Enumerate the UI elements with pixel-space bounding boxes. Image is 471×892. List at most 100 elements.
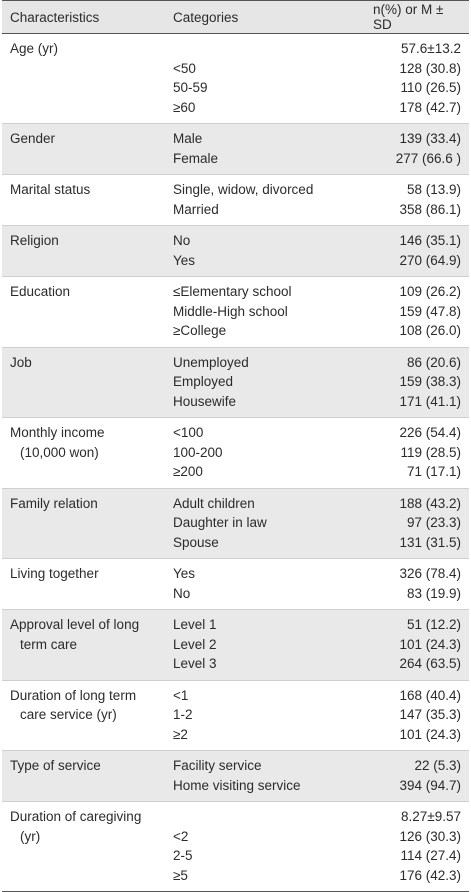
characteristic-label: Marital status [2, 180, 169, 219]
value-item: 126 (30.3) [399, 828, 461, 844]
categories-cell: Facility service Home visiting service [169, 756, 359, 795]
characteristic-label: Duration of long term care service (yr) [2, 686, 169, 745]
values-cell: 146 (35.1) 270 (64.9) [359, 231, 469, 270]
characteristic-line: Duration of long term [10, 687, 137, 703]
values-cell: 8.27±9.57 126 (30.3) 114 (27.4) 176 (42.3) [359, 807, 469, 885]
table-row: Duration of long term care service (yr) <1… [2, 681, 469, 751]
characteristic-line: Monthly income [10, 425, 105, 440]
categories-cell: <2 2-5 ≥5 [169, 807, 359, 885]
category-item: No [173, 233, 191, 248]
category-item: Level 1 [173, 617, 217, 632]
category-item: Spouse [173, 534, 219, 550]
category-item: <1 [173, 687, 189, 703]
value-item: 139 (33.4) [399, 131, 461, 146]
category-item: Yes [173, 252, 196, 268]
table-row: Living together Yes No 326 (78.4) 83 (19.9) [2, 559, 469, 610]
value-item: 110 (26.5) [400, 80, 461, 95]
characteristic-line: care service (yr) [20, 707, 117, 722]
category-item: Daughter in law [173, 515, 267, 530]
characteristic-line: Job [10, 354, 32, 370]
categories-cell: Single, widow, divorced Married [169, 180, 359, 219]
value-item: 358 (86.1) [399, 201, 461, 217]
table-row: Type of service Facility service Home visi… [2, 751, 469, 802]
value-item: 83 (19.9) [406, 585, 461, 601]
values-cell: 57.6±13.2 128 (30.8) 110 (26.5) 178 (42.7) [359, 39, 469, 117]
table-row: Approval level of long term care Level 1 Le… [2, 610, 469, 681]
value-item: 264 (63.5) [399, 656, 461, 671]
categories-cell: Adult children Daughter in law Spouse [169, 494, 359, 553]
value-item: 57.6±13.2 [401, 41, 461, 56]
value-item: 86 (20.6) [406, 354, 461, 370]
value-item: 71 (17.1) [406, 464, 461, 479]
value-item: 159 (47.8) [399, 303, 461, 319]
category-item: <50 [173, 60, 196, 76]
value-item: 394 (94.7) [399, 777, 461, 793]
values-cell: 109 (26.2) 159 (47.8) 108 (26.0) [359, 282, 469, 341]
category-item: ≥60 [173, 99, 196, 115]
characteristic-label: Family relation [2, 494, 169, 553]
category-item [173, 39, 359, 59]
categories-cell: <100 100-200 ≥200 [169, 423, 359, 482]
characteristic-line: Religion [10, 233, 59, 248]
value-item: 101 (24.3) [399, 726, 461, 742]
categories-cell: Yes No [169, 564, 359, 603]
value-item: 97 (23.3) [406, 515, 461, 530]
categories-cell: Unemployed Employed Housewife [169, 353, 359, 412]
header-categories: Categories [173, 9, 239, 25]
table-row: Family relation Adult children Daughter in… [2, 488, 469, 559]
category-item: Employed [173, 374, 234, 389]
value-item: 168 (40.4) [399, 687, 461, 703]
category-item: ≤Elementary school [173, 284, 292, 299]
value-item: 188 (43.2) [399, 495, 461, 511]
value-item: 22 (5.3) [414, 758, 461, 773]
value-item: 119 (28.5) [400, 444, 461, 460]
category-item: Home visiting service [173, 777, 301, 793]
category-item: ≥5 [173, 867, 188, 883]
value-item: 101 (24.3) [399, 636, 461, 652]
table-row: Marital status Single, widow, divorced Mar… [2, 175, 469, 226]
table-row: Age (yr) <50 50-59 ≥60 57.6±13.2 128 (30.8) 11… [2, 34, 469, 124]
value-item: 178 (42.7) [399, 99, 461, 115]
characteristic-line: Duration of caregiving [10, 809, 142, 824]
values-cell: 188 (43.2) 97 (23.3) 131 (31.5) [359, 494, 469, 553]
characteristic-label: Education [2, 282, 169, 341]
characteristic-label: Duration of caregiving (yr) [2, 807, 169, 885]
category-item: Middle-High school [173, 303, 288, 319]
categories-cell: <50 50-59 ≥60 [169, 39, 359, 117]
values-cell: 226 (54.4) 119 (28.5) 71 (17.1) [359, 423, 469, 482]
value-item: 159 (38.3) [399, 374, 461, 389]
value-item: 108 (26.0) [399, 323, 461, 338]
table-row: Gender Male Female 139 (33.4) 277 (66.6 ) [2, 124, 469, 175]
category-item: Yes [173, 566, 196, 581]
categories-cell: ≤Elementary school Middle-High school ≥Col… [169, 282, 359, 341]
characteristic-label: Monthly income (10,000 won) [2, 423, 169, 482]
categories-cell: No Yes [169, 231, 359, 270]
characteristic-label: Gender [2, 129, 169, 168]
value-item: 8.27±9.57 [401, 809, 461, 824]
characteristic-label: Job [2, 353, 169, 412]
characteristic-label: Age (yr) [2, 39, 169, 117]
value-item: 226 (54.4) [399, 425, 461, 440]
category-item: 1-2 [173, 707, 193, 722]
values-cell: 326 (78.4) 83 (19.9) [359, 564, 469, 603]
header-characteristics: Characteristics [10, 9, 100, 25]
value-item: 147 (35.3) [399, 707, 461, 722]
value-item: 171 (41.1) [399, 393, 461, 409]
table-row: Job Unemployed Employed Housewife 86 (20.6) 1… [2, 347, 469, 418]
characteristic-label: Religion [2, 231, 169, 270]
characteristic-label: Approval level of long term care [2, 615, 169, 674]
characteristic-line: (10,000 won) [20, 444, 99, 460]
characteristic-line: term care [20, 636, 78, 652]
value-item: 131 (31.5) [399, 534, 461, 550]
value-item: 114 (27.4) [400, 848, 461, 863]
categories-cell: Level 1 Level 2 Level 3 [169, 615, 359, 674]
category-item: Level 2 [173, 636, 217, 652]
category-item: ≥200 [173, 464, 203, 479]
characteristic-line: Marital status [10, 182, 91, 197]
values-cell: 139 (33.4) 277 (66.6 ) [359, 129, 469, 168]
table-row: Religion No Yes 146 (35.1) 270 (64.9) [2, 226, 469, 277]
header-values: n(%) or M ± SD [373, 2, 444, 32]
value-item: 277 (66.6 ) [395, 150, 461, 166]
characteristic-line: Age (yr) [10, 41, 59, 56]
